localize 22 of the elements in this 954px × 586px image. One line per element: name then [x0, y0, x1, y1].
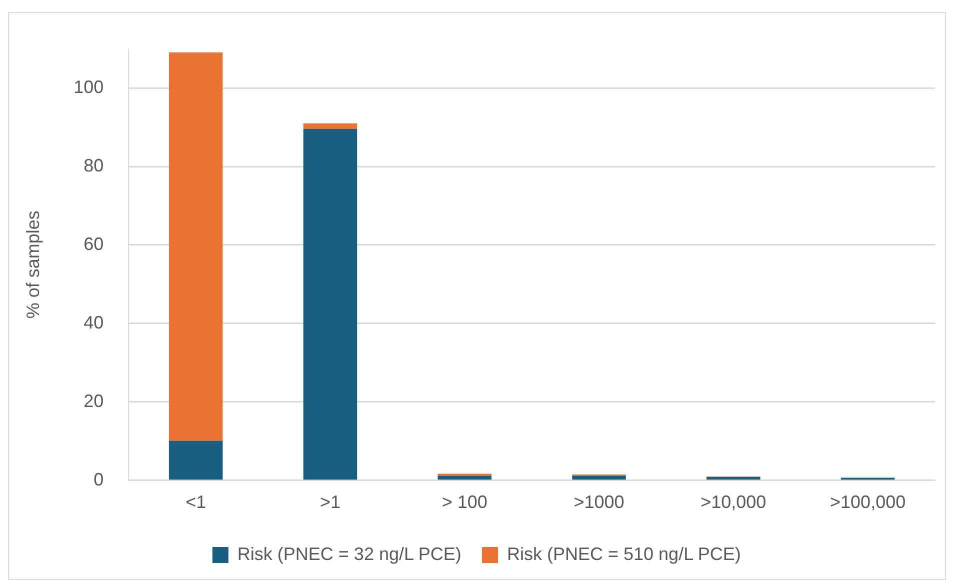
x-tick-label: <1	[186, 492, 206, 512]
y-tick-label: 0	[94, 469, 104, 490]
bar	[572, 476, 626, 480]
y-tick-label: 100	[74, 77, 104, 98]
bar	[303, 123, 358, 129]
bar	[706, 476, 760, 480]
bar	[168, 52, 223, 441]
y-axis-title: % of samples	[22, 210, 43, 319]
bar	[438, 476, 492, 480]
y-tick-label: 20	[84, 390, 104, 411]
y-tick-label: 80	[84, 155, 104, 176]
bar	[303, 128, 358, 480]
x-tick-label: >1000	[574, 492, 624, 512]
bar	[168, 440, 223, 480]
x-tick-label: > 100	[442, 492, 488, 512]
legend-label: Risk (PNEC = 32 ng/L PCE)	[237, 544, 462, 564]
x-tick-label: >10,000	[700, 492, 766, 512]
y-tick-label: 60	[84, 234, 104, 254]
y-tick-label: 40	[84, 312, 104, 332]
x-tick-label: >100,000	[830, 492, 906, 512]
x-tick-label: >1	[320, 492, 340, 512]
legend-label: Risk (PNEC = 510 ng/L PCE)	[506, 544, 741, 564]
